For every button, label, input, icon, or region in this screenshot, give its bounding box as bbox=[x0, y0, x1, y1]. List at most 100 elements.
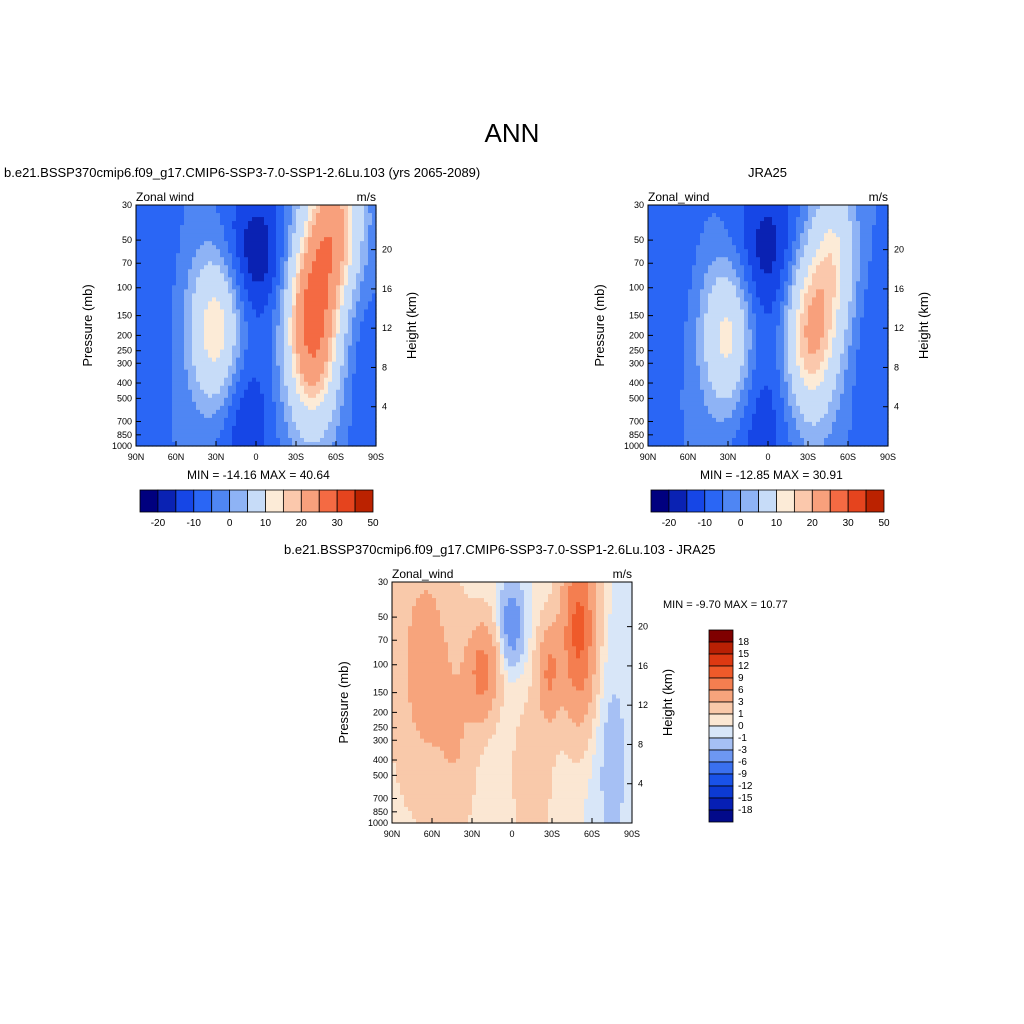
panel2-cell bbox=[708, 413, 713, 419]
panel1-cell bbox=[308, 277, 313, 282]
panel2-cell bbox=[648, 237, 653, 242]
panel1-cell bbox=[152, 277, 157, 282]
panel1-cell bbox=[164, 401, 169, 407]
panel1-cell bbox=[284, 249, 289, 254]
panel1-cell bbox=[272, 269, 277, 274]
colorbar1-swatch bbox=[211, 489, 231, 513]
panel1-cell bbox=[356, 349, 361, 355]
panel1-cell bbox=[316, 253, 321, 258]
panel2-cell bbox=[720, 421, 725, 427]
panel2-cell bbox=[688, 361, 693, 367]
panel2-cell bbox=[676, 413, 681, 419]
panel1-cell bbox=[296, 257, 301, 262]
panel2-cell bbox=[672, 209, 677, 214]
panel2-cell bbox=[692, 373, 697, 379]
panel1-cell bbox=[372, 281, 377, 286]
panel2-cell bbox=[712, 293, 717, 298]
panel2-cell bbox=[700, 317, 705, 323]
panel2-cell bbox=[720, 205, 725, 210]
panel2-cell bbox=[700, 397, 705, 403]
panel2-cell bbox=[700, 273, 705, 278]
panel2-cell bbox=[660, 269, 665, 274]
panel1-cell bbox=[352, 385, 357, 391]
panel1-cell bbox=[276, 373, 281, 379]
panel1-cell bbox=[168, 257, 173, 262]
panel1-cell bbox=[344, 357, 349, 363]
panel1-cell bbox=[216, 361, 221, 367]
colorbar1-swatch bbox=[336, 489, 356, 513]
panel1-cell bbox=[164, 405, 169, 411]
panel1-cell bbox=[276, 237, 281, 242]
panel2-cell bbox=[684, 349, 689, 355]
panel1-cell bbox=[168, 353, 173, 359]
panel2-cell bbox=[728, 441, 733, 447]
panel2-cell bbox=[656, 329, 661, 335]
panel2-cell bbox=[700, 437, 705, 443]
panel1-cell bbox=[140, 229, 145, 234]
panel2-cell bbox=[668, 417, 673, 423]
panel2-cell bbox=[676, 369, 681, 375]
panel2-cell bbox=[728, 217, 733, 222]
panel2-cell bbox=[716, 409, 721, 415]
panel1-cell bbox=[256, 205, 261, 210]
panel1-cell bbox=[320, 425, 325, 431]
panel2-cell bbox=[652, 313, 657, 319]
panel1-cell bbox=[180, 241, 185, 246]
panel1-cell bbox=[248, 433, 253, 439]
panel1-cell bbox=[368, 441, 373, 447]
panel2-cell bbox=[732, 409, 737, 415]
panel1-cell bbox=[344, 373, 349, 379]
panel2-cell bbox=[696, 333, 701, 339]
panel1-cell bbox=[248, 321, 253, 327]
panel1-cell bbox=[312, 349, 317, 355]
panel1-cell bbox=[372, 333, 377, 339]
panel2-cell bbox=[648, 317, 653, 323]
panel1-cell bbox=[256, 301, 261, 307]
panel2-cell bbox=[712, 345, 717, 351]
panel1-cell bbox=[372, 349, 377, 355]
panel1-cell bbox=[276, 233, 281, 238]
panel1-cell bbox=[248, 229, 253, 234]
panel1-cell bbox=[244, 329, 249, 335]
panel2-cell bbox=[724, 325, 729, 331]
panel1-cell bbox=[368, 425, 373, 431]
panel1-cell bbox=[260, 421, 265, 427]
panel1-cell bbox=[200, 293, 205, 298]
panel1-cell bbox=[248, 285, 253, 290]
panel1-cell bbox=[332, 429, 337, 435]
panel2-cell bbox=[720, 245, 725, 250]
panel1-cell bbox=[344, 337, 349, 343]
panel1-cell bbox=[152, 249, 157, 254]
panel1-cell bbox=[320, 413, 325, 419]
panel2-cell bbox=[680, 313, 685, 319]
panel1-cell bbox=[364, 429, 369, 435]
panel1-cell bbox=[268, 281, 273, 286]
panel1-cell bbox=[200, 365, 205, 371]
panel1-cell bbox=[280, 269, 285, 274]
panel1-cell bbox=[372, 329, 377, 335]
panel1-cell bbox=[280, 309, 285, 315]
panel1-cell bbox=[264, 349, 269, 355]
panel1-cell bbox=[164, 241, 169, 246]
panel2-cell bbox=[656, 345, 661, 351]
panel1-cell bbox=[352, 397, 357, 403]
panel1-cell bbox=[204, 233, 209, 238]
panel2-cell bbox=[672, 361, 677, 367]
panel2-cell bbox=[716, 265, 721, 270]
panel1-cell bbox=[144, 369, 149, 375]
panel1-cell bbox=[192, 289, 197, 294]
panel1-cell bbox=[332, 417, 337, 423]
panel1-cell bbox=[256, 337, 261, 343]
panel1-cell bbox=[316, 417, 321, 423]
panel1-cell bbox=[228, 245, 233, 250]
panel1-cell bbox=[364, 413, 369, 419]
panel1-cell bbox=[252, 245, 257, 250]
panel2-cell bbox=[720, 441, 725, 447]
panel1-cell bbox=[308, 373, 313, 379]
panel1-cell bbox=[244, 305, 249, 311]
panel2-cell bbox=[656, 205, 661, 210]
panel2-cell bbox=[692, 313, 697, 319]
panel1-cell bbox=[344, 277, 349, 282]
panel2-cell bbox=[684, 241, 689, 246]
panel1-cell bbox=[272, 377, 277, 383]
